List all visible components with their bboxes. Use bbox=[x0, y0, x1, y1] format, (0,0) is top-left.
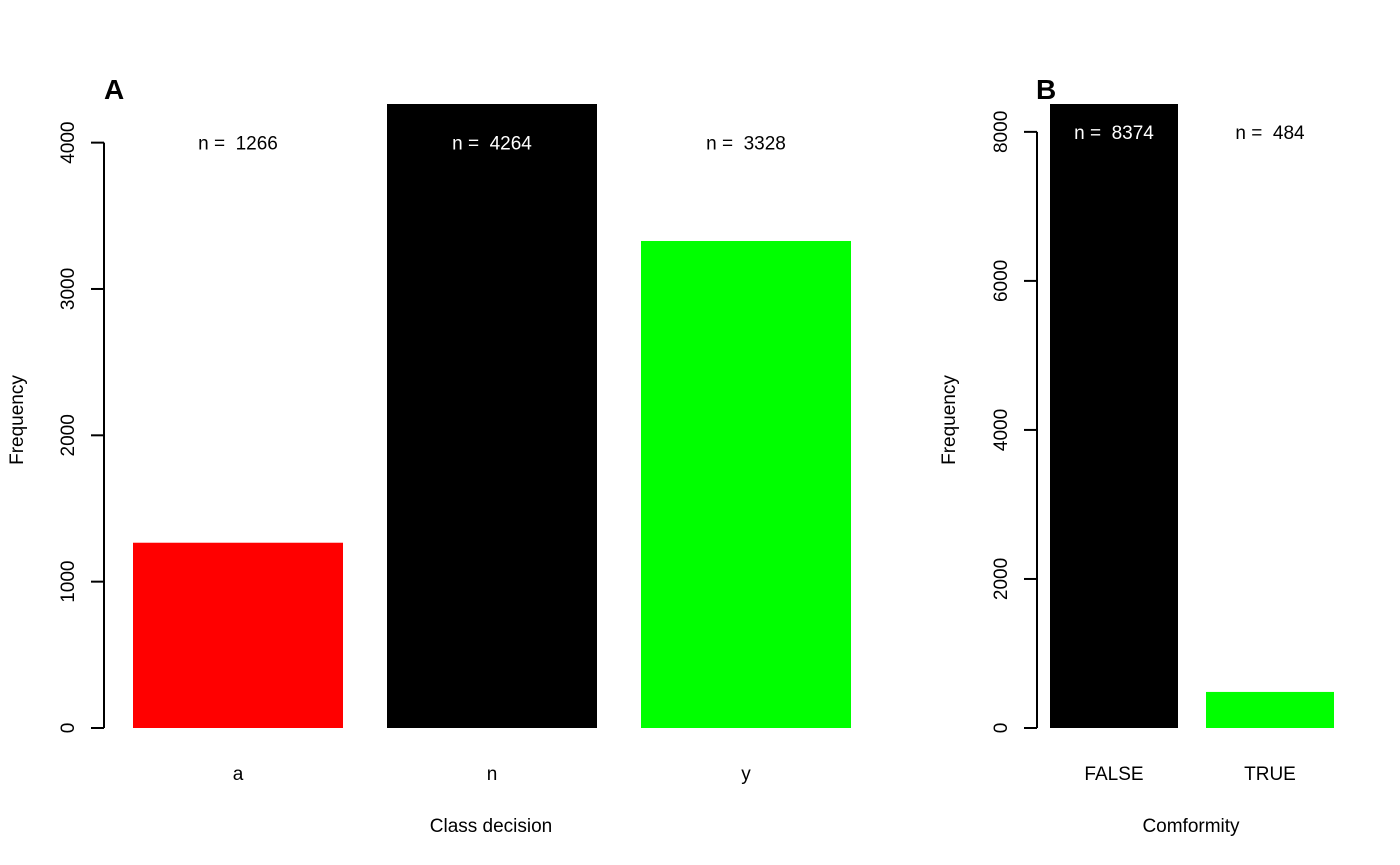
panel-b: B Frequency Comformity 0 2000 4000 6000 8000… bbox=[939, 74, 1334, 837]
panel-b-bars bbox=[1050, 104, 1334, 728]
panel-a-y-axis: 0 1000 2000 3000 4000 bbox=[58, 121, 105, 734]
panel-a: A Frequency Class decision 0 1000 2000 3000… bbox=[7, 74, 851, 837]
y-tick-label-a-2000: 2000 bbox=[58, 414, 79, 456]
panel-b-y-axis-title: Frequency bbox=[939, 375, 960, 465]
y-tick-label-a-1000: 1000 bbox=[58, 561, 79, 603]
bar-a-y bbox=[641, 240, 851, 728]
bar-b-true bbox=[1206, 691, 1334, 728]
category-label-a-y: y bbox=[741, 764, 751, 785]
y-tick-label-a-4000: 4000 bbox=[58, 121, 79, 163]
count-label-a-n: n = 4264 bbox=[452, 134, 532, 155]
y-tick-label-a-3000: 3000 bbox=[58, 268, 79, 310]
y-tick-label-a-0: 0 bbox=[58, 723, 79, 734]
panel-b-category-labels: FALSE TRUE bbox=[1084, 764, 1295, 785]
count-label-a-a: n = 1266 bbox=[198, 134, 278, 155]
panel-a-label: A bbox=[104, 74, 124, 105]
y-tick-label-b-8000: 8000 bbox=[991, 111, 1012, 153]
panel-a-count-labels: n = 1266 n = 4264 n = 3328 bbox=[198, 134, 786, 155]
panel-a-x-axis-title: Class decision bbox=[430, 816, 553, 837]
category-label-a-n: n bbox=[487, 764, 498, 785]
category-label-b-true: TRUE bbox=[1244, 764, 1296, 785]
y-tick-label-b-6000: 6000 bbox=[991, 260, 1012, 302]
panel-b-y-axis: 0 2000 4000 6000 8000 bbox=[991, 111, 1038, 734]
count-label-a-y: n = 3328 bbox=[706, 134, 786, 155]
bar-a-a bbox=[133, 542, 343, 728]
panel-b-x-axis-title: Comformity bbox=[1142, 816, 1240, 837]
y-tick-label-b-0: 0 bbox=[991, 723, 1012, 734]
y-tick-label-b-4000: 4000 bbox=[991, 409, 1012, 451]
category-label-b-false: FALSE bbox=[1084, 764, 1143, 785]
count-label-b-true: n = 484 bbox=[1235, 123, 1305, 144]
category-label-a-a: a bbox=[233, 764, 244, 785]
bar-b-false bbox=[1050, 104, 1178, 728]
panel-b-label: B bbox=[1036, 74, 1056, 105]
bar-a-n bbox=[387, 104, 597, 728]
count-label-b-false: n = 8374 bbox=[1074, 123, 1154, 144]
panel-a-y-axis-title: Frequency bbox=[7, 375, 28, 465]
panel-b-count-labels: n = 8374 n = 484 bbox=[1074, 123, 1305, 144]
panel-a-bars bbox=[133, 104, 851, 728]
y-tick-label-b-2000: 2000 bbox=[991, 558, 1012, 600]
